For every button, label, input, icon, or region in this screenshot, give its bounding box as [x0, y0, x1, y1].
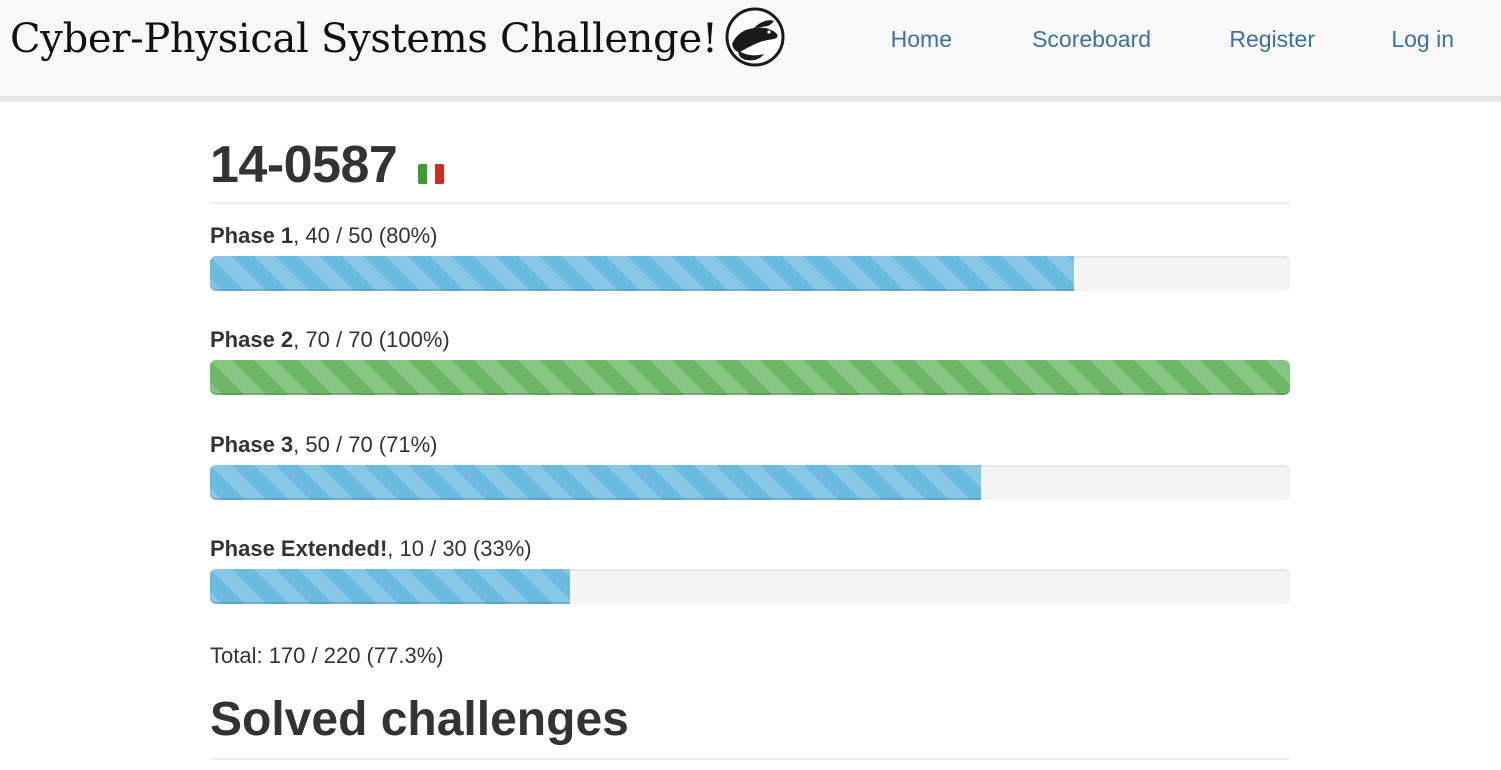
phase-extended: Phase Extended!, 10 / 30 (33%) — [210, 535, 1290, 604]
phase-1-label: Phase 1, 40 / 50 (80%) — [210, 222, 1290, 250]
total-score: Total: 170 / 220 (77.3%) — [210, 643, 444, 668]
phase-extended-progress-bar — [210, 569, 570, 604]
phase-3: Phase 3, 50 / 70 (71%) — [210, 431, 1290, 500]
phase-1-progress-bar — [210, 256, 1074, 291]
seal-logo-icon — [725, 7, 785, 67]
phase-3-title: Phase 3 — [210, 432, 294, 457]
flag-stripe-white — [426, 164, 436, 184]
phase-3-progress — [210, 465, 1290, 500]
nav-register-link[interactable]: Register — [1229, 26, 1315, 52]
brand-link[interactable]: Cyber-Physical Systems Challenge! — [10, 7, 786, 68]
phase-extended-label: Phase Extended!, 10 / 30 (33%) — [210, 535, 1290, 563]
phase-3-score: , 50 / 70 (71%) — [293, 432, 438, 457]
phase-extended-title: Phase Extended! — [210, 536, 388, 561]
italy-flag-icon — [418, 164, 444, 184]
phase-1-progress — [210, 256, 1290, 291]
phase-2-label: Phase 2, 70 / 70 (100%) — [210, 326, 1290, 354]
phase-2-progress-bar — [210, 360, 1290, 395]
phase-1-score: , 40 / 50 (80%) — [293, 223, 438, 248]
phase-2: Phase 2, 70 / 70 (100%) — [210, 326, 1290, 395]
phase-extended-score: , 10 / 30 (33%) — [387, 536, 532, 561]
flag-stripe-red — [435, 164, 444, 184]
phase-2-title: Phase 2 — [210, 327, 294, 352]
nav-login-link[interactable]: Log in — [1391, 26, 1454, 52]
phase-3-progress-bar — [210, 465, 982, 500]
team-name: 14-0587 — [210, 136, 398, 194]
phase-1-title: Phase 1 — [210, 223, 294, 248]
phase-3-label: Phase 3, 50 / 70 (71%) — [210, 431, 1290, 459]
navbar: Cyber-Physical Systems Challenge! Home S… — [0, 0, 1501, 102]
phase-1: Phase 1, 40 / 50 (80%) — [210, 222, 1290, 291]
solved-challenges-heading: Solved challenges — [210, 690, 1290, 760]
main-content: 14-0587 Phase 1, 40 / 50 (80%) Phase 2, … — [210, 102, 1290, 760]
team-header: 14-0587 — [210, 102, 1290, 204]
nav-scoreboard-link[interactable]: Scoreboard — [1032, 26, 1151, 52]
nav-home-link[interactable]: Home — [890, 26, 952, 52]
brand-title: Cyber-Physical Systems Challenge! — [10, 16, 718, 62]
phase-2-score: , 70 / 70 (100%) — [293, 327, 450, 352]
flag-stripe-green — [418, 164, 427, 184]
phase-extended-progress — [210, 569, 1290, 604]
phase-2-progress — [210, 360, 1290, 395]
